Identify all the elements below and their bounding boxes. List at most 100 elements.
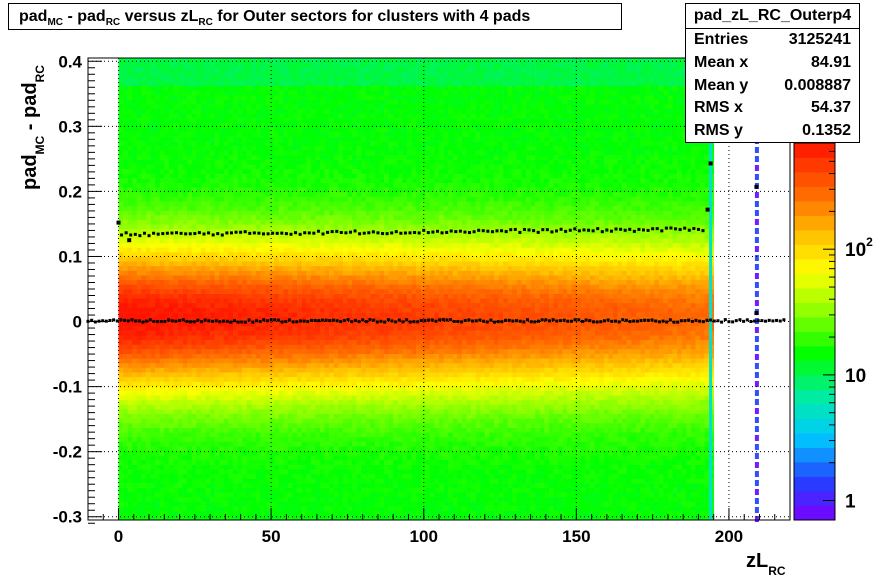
density-cell [141,224,147,230]
density-cell [269,168,275,174]
density-cell [283,473,289,479]
density-cell [269,335,275,341]
density-cell [324,492,330,498]
density-cell [292,307,298,313]
density-cell [196,335,202,341]
density-cell [132,159,138,165]
density-cell [315,501,321,507]
density-cell [237,298,243,304]
density-cell [214,141,220,147]
density-cell [159,173,165,179]
density-cell [127,321,133,327]
density-cell [132,81,138,87]
density-cell [246,335,252,341]
density-cell [214,201,220,207]
density-cell [283,150,289,156]
density-cell [274,122,280,128]
density-cell [237,496,243,502]
density-cell [168,210,174,216]
density-cell [168,104,174,110]
density-cell [246,62,252,68]
density-cell [292,85,298,91]
density-cell [292,141,298,147]
density-cell [232,422,238,428]
density-cell [269,302,275,308]
density-cell [196,108,202,114]
density-cell [141,187,147,193]
density-cell [173,469,179,475]
density-cell [191,436,197,442]
density-cell [265,58,270,63]
density-cell [306,173,312,179]
density-cell [164,136,170,142]
density-cell [219,473,225,479]
density-cell [283,395,289,401]
density-cell [159,381,165,387]
density-cell [306,261,312,267]
density-cell [265,362,270,368]
density-cell [123,487,128,493]
density-cell [310,399,316,405]
density-cell [301,422,307,428]
density-cell [168,441,174,447]
density-cell [150,515,156,521]
density-cell [136,210,142,216]
density-cell [269,76,275,82]
density-cell [292,131,298,137]
density-cell [287,376,293,382]
density-cell [301,506,307,512]
density-cell [329,289,334,294]
density-cell [168,344,174,350]
density-cell [278,256,284,262]
density-cell [255,242,261,248]
density-cell [145,386,151,391]
density-cell [210,386,215,391]
density-cell [150,215,156,220]
density-cell [196,122,202,128]
density-cell [310,265,316,271]
density-cell [315,279,321,285]
density-cell [228,131,234,137]
density-cell [123,122,128,128]
density-cell [196,191,202,197]
density-cell [278,85,284,91]
density-cell [173,404,179,410]
density-cell [214,252,220,257]
density-cell [310,108,316,114]
density-cell [200,187,206,193]
density-cell [187,335,193,341]
density-cell [338,104,344,110]
density-cell [210,76,215,82]
density-cell [123,178,128,184]
density-cell [214,353,220,359]
density-cell [310,307,316,313]
density-cell [297,201,302,207]
density-cell [132,284,138,290]
density-cell [324,293,330,299]
density-cell [251,446,257,451]
density-cell [118,344,124,350]
density-cell [178,265,183,271]
density-cell [200,279,206,285]
density-cell [123,422,128,428]
density-cell [251,173,257,179]
density-cell [342,136,348,142]
density-cell [136,76,142,82]
density-cell [283,399,289,405]
density-cell [310,215,316,220]
density-cell [127,173,133,179]
density-cell [329,265,334,271]
density-cell [269,247,275,253]
density-cell [265,321,270,327]
density-cell [132,492,138,498]
density-cell [164,284,170,290]
density-cell [274,155,280,160]
density-cell [342,141,348,147]
density-cell [287,131,293,137]
density-cell [237,118,243,123]
density-cell [237,335,243,341]
density-cell [342,205,348,211]
density-cell [329,99,334,105]
density-cell [283,58,289,63]
density-cell [214,298,220,304]
